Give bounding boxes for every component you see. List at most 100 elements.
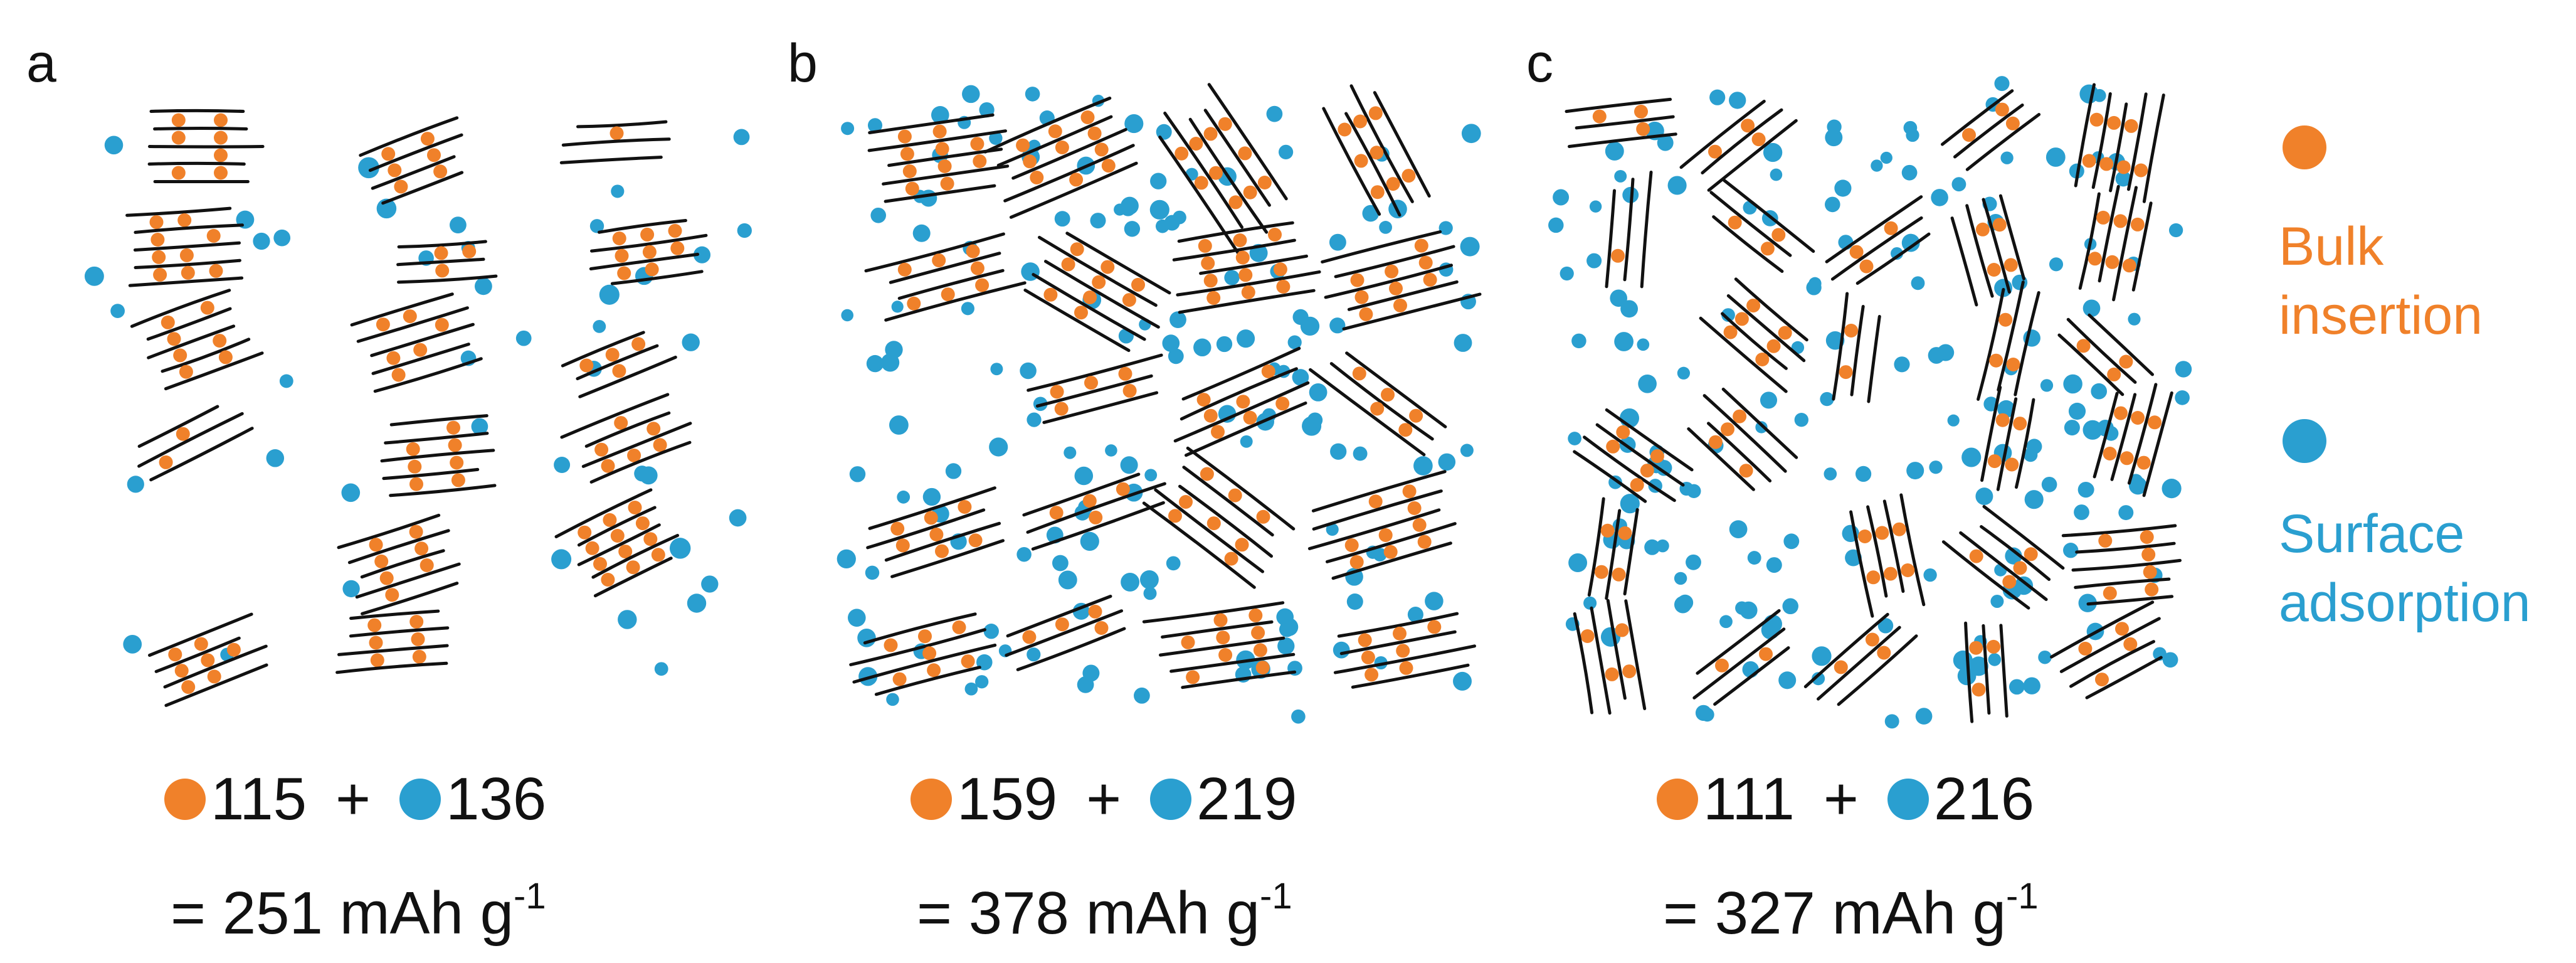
- bulk-insertion-dot: [1834, 660, 1848, 674]
- surface-adsorption-dot: [1931, 189, 1948, 206]
- graphene-layer-line: [1022, 472, 1141, 517]
- surface-adsorption-dot: [1677, 594, 1694, 611]
- surface-adsorption-dot: [1994, 76, 2010, 92]
- graphene-layer-line: [1982, 198, 2011, 294]
- surface-adsorption-dot: [1770, 168, 1783, 181]
- graphene-layer-line: [1640, 171, 1653, 289]
- graphene-layer-line: [1687, 427, 1755, 491]
- graphene-layer-line: [397, 240, 487, 248]
- bulk-insertion-dot: [207, 669, 221, 684]
- bulk-insertion-dot: [168, 647, 182, 662]
- bulk-insertion-dot: [2003, 258, 2018, 272]
- bulk-insertion-dot: [2082, 154, 2096, 168]
- bulk-insertion-dot: [1089, 510, 1103, 524]
- bulk-insertion-dot: [1998, 312, 2013, 327]
- bulk-insertion-dot: [1844, 324, 1859, 338]
- surface-adsorption-dot: [975, 675, 989, 689]
- bulk-insertion-dot: [1054, 402, 1069, 416]
- graphene-layer-line: [849, 628, 986, 666]
- bulk-insertion-dot: [2116, 160, 2131, 174]
- bulk-insertion-dot: [610, 126, 624, 141]
- bulk-insertion-dot: [940, 176, 954, 191]
- panel-label-c: c: [1526, 33, 1553, 93]
- graphene-layer-line: [381, 171, 464, 205]
- graphene-layer-line: [882, 164, 1010, 186]
- graphene-layer-line: [996, 115, 1113, 168]
- surface-adsorption-dot: [1735, 601, 1749, 615]
- surface-adsorption-dot: [589, 219, 604, 233]
- legend-surface-label: Surface adsorption: [2279, 499, 2531, 637]
- graphene-layer-line: [2127, 383, 2158, 485]
- bulk-insertion-dot: [1414, 238, 1428, 253]
- surface-adsorption-dot: [1144, 469, 1158, 482]
- bulk-insertion-dot: [612, 364, 626, 378]
- graphene-layer-line: [868, 486, 996, 530]
- graphene-layer-line: [154, 636, 241, 673]
- bulk-insertion-dot: [653, 438, 667, 452]
- bulk-insertion-dot: [1399, 661, 1413, 675]
- bulk-insertion-dot: [1987, 454, 2002, 469]
- bulk-insertion-dot: [1989, 353, 2003, 368]
- bulk-insertion-dot: [1778, 326, 1792, 340]
- graphene-layer-line: [1173, 381, 1310, 443]
- bulk-insertion-dot: [645, 262, 659, 277]
- graphene-layer-line: [1035, 374, 1153, 408]
- graphene-layer-line: [1163, 111, 1243, 229]
- graphene-layer-line: [1324, 263, 1453, 299]
- surface-adsorption-dot: [1961, 447, 1982, 467]
- graphene-layer-line: [1832, 292, 1849, 401]
- bulk-insertion-dot: [952, 620, 966, 634]
- bulk-insertion-dot: [369, 636, 383, 650]
- graphene-layer-line: [1965, 204, 1994, 298]
- surface-adsorption-dot: [1568, 553, 1588, 572]
- bulk-insertion-dot: [1760, 242, 1775, 256]
- surface-adsorption-dot: [1906, 128, 1919, 142]
- graphene-layer-line: [380, 449, 495, 463]
- surface-adsorption-dot: [1277, 637, 1295, 655]
- capacity-sum-a: 115 + 136: [164, 769, 546, 829]
- surface-adsorption-dot: [1309, 383, 1328, 402]
- bulk-insertion-dot: [651, 548, 665, 562]
- graphene-layer-line: [559, 156, 663, 164]
- surface-adsorption-dot: [1425, 592, 1444, 610]
- bulk-capacity-a: 115: [211, 765, 307, 833]
- graphene-layer-line: [1176, 270, 1321, 297]
- bulk-insertion-dot: [2006, 358, 2020, 371]
- surface-adsorption-dot: [1610, 289, 1628, 307]
- graphene-layer-line: [2066, 317, 2137, 384]
- graphene-layer-line: [1142, 601, 1285, 624]
- graphene-layer-line: [1699, 316, 1788, 393]
- bulk-insertion-dot: [226, 642, 241, 657]
- bulk-insertion-dot: [179, 248, 194, 262]
- bulk-insertion-dot: [922, 646, 937, 661]
- bulk-insertion-dot: [1276, 279, 1291, 294]
- bulk-insertion-dot: [450, 455, 464, 470]
- graphene-layer-line: [610, 270, 704, 285]
- surface-adsorption-dot: [1990, 595, 2004, 608]
- graphene-layer-line: [337, 644, 449, 656]
- graphene-layer-line: [1866, 505, 1888, 598]
- bulk-insertion-dot: [1253, 643, 1267, 657]
- bulk-insertion-dot: [1616, 425, 1630, 439]
- graphene-layer-line: [1803, 612, 1889, 688]
- graphene-layer-line: [1023, 289, 1131, 353]
- graphene-layer-line: [1573, 612, 1594, 715]
- surface-adsorption-dot: [1168, 348, 1184, 364]
- graphene-layer-line: [866, 508, 986, 550]
- surface-adsorption-dot: [1812, 672, 1825, 686]
- bulk-insertion-dot: [585, 541, 599, 555]
- surface-adsorption-dot: [945, 463, 962, 479]
- bulk-insertion-dot: [1200, 467, 1214, 481]
- surface-adsorption-dot: [1074, 466, 1094, 486]
- graphene-layer-line: [1980, 525, 2051, 581]
- graphene-layer-line: [2127, 92, 2148, 191]
- surface-adsorption-dot: [1291, 709, 1306, 724]
- surface-adsorption-dot: [1027, 647, 1041, 662]
- bulk-insertion-dot: [1892, 522, 1906, 536]
- graphene-layer-line: [1817, 625, 1901, 701]
- plus-sign: +: [1823, 765, 1859, 833]
- graphene-layer-line: [1950, 216, 1978, 307]
- bulk-insertion-dot: [1612, 567, 1626, 582]
- bulk-insertion-dot: [1755, 353, 1770, 366]
- surface-adsorption-dot: [2082, 299, 2101, 317]
